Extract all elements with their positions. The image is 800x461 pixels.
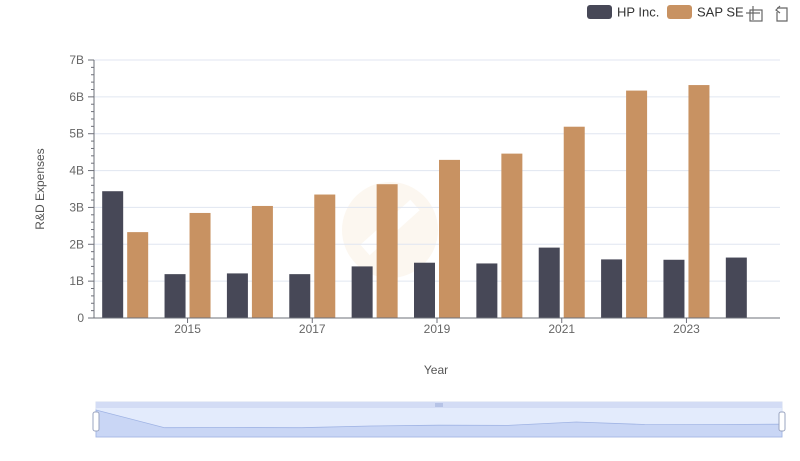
x-axis: 2015 2017 2019 2021 2023 xyxy=(94,317,780,336)
y-tick-label: 3B xyxy=(69,200,84,214)
bar-hp-inc--2023[interactable] xyxy=(663,259,685,318)
y-tick-label: 0 xyxy=(77,311,84,325)
bar-hp-inc--2022[interactable] xyxy=(601,259,623,318)
bar-hp-inc--2020[interactable] xyxy=(476,263,498,318)
data-zoom-preview xyxy=(95,409,783,438)
bar-hp-inc--2016[interactable] xyxy=(226,273,248,318)
bar-hp-inc--2014[interactable] xyxy=(102,191,124,318)
y-tick-label: 7B xyxy=(69,53,84,67)
bar-sap-se-2023[interactable] xyxy=(688,85,710,318)
y-tick-label: 2B xyxy=(69,237,84,251)
bar-sap-se-2018[interactable] xyxy=(376,184,398,318)
drag-handle-icon[interactable] xyxy=(435,403,443,407)
bar-hp-inc--2017[interactable] xyxy=(289,274,311,318)
y-tick-label: 1B xyxy=(69,274,84,288)
data-zoom-left-handle[interactable] xyxy=(92,411,100,432)
legend-label-sap[interactable]: SAP SE xyxy=(697,5,744,20)
bar-hp-inc--2015[interactable] xyxy=(164,274,186,318)
x-tick-label: 2021 xyxy=(548,322,575,336)
y-tick-label: 6B xyxy=(69,90,84,104)
y-axis-title: R&D Expenses xyxy=(33,148,47,229)
legend-swatch-hp[interactable] xyxy=(587,5,612,19)
zoom-select-icon[interactable] xyxy=(746,6,763,22)
legend[interactable]: HP Inc. SAP SE xyxy=(587,5,744,20)
bar-hp-inc--2018[interactable] xyxy=(351,266,373,318)
y-tick-label: 5B xyxy=(69,127,84,141)
bar-sap-se-2021[interactable] xyxy=(563,126,585,318)
y-tick-label: 4B xyxy=(69,164,84,178)
restore-icon[interactable] xyxy=(775,5,788,22)
bar-hp-inc--2019[interactable] xyxy=(414,262,435,318)
bar-hp-inc--2024[interactable] xyxy=(725,257,747,318)
x-tick-label: 2015 xyxy=(174,322,201,336)
data-zoom-right-handle[interactable] xyxy=(778,411,786,432)
legend-label-hp[interactable]: HP Inc. xyxy=(617,5,659,20)
bar-sap-se-2019[interactable] xyxy=(439,159,460,318)
bar-sap-se-2020[interactable] xyxy=(501,153,523,318)
data-zoom-slider[interactable] xyxy=(92,401,786,438)
x-axis-title: Year xyxy=(424,363,448,377)
x-tick-label: 2023 xyxy=(673,322,700,336)
bar-sap-se-2022[interactable] xyxy=(626,90,648,318)
y-axis: 0 1B 2B 3B 4B 5B 6B 7B xyxy=(69,53,95,325)
x-tick-label: 2017 xyxy=(299,322,326,336)
bar-sap-se-2014[interactable] xyxy=(127,232,149,318)
legend-swatch-sap[interactable] xyxy=(667,5,692,19)
bar-sap-se-2015[interactable] xyxy=(189,212,211,318)
bar-hp-inc--2021[interactable] xyxy=(538,247,560,318)
bar-sap-se-2016[interactable] xyxy=(251,205,273,318)
bar-sap-se-2017[interactable] xyxy=(314,194,336,318)
x-tick-label: 2019 xyxy=(424,322,451,336)
bars xyxy=(102,85,747,318)
